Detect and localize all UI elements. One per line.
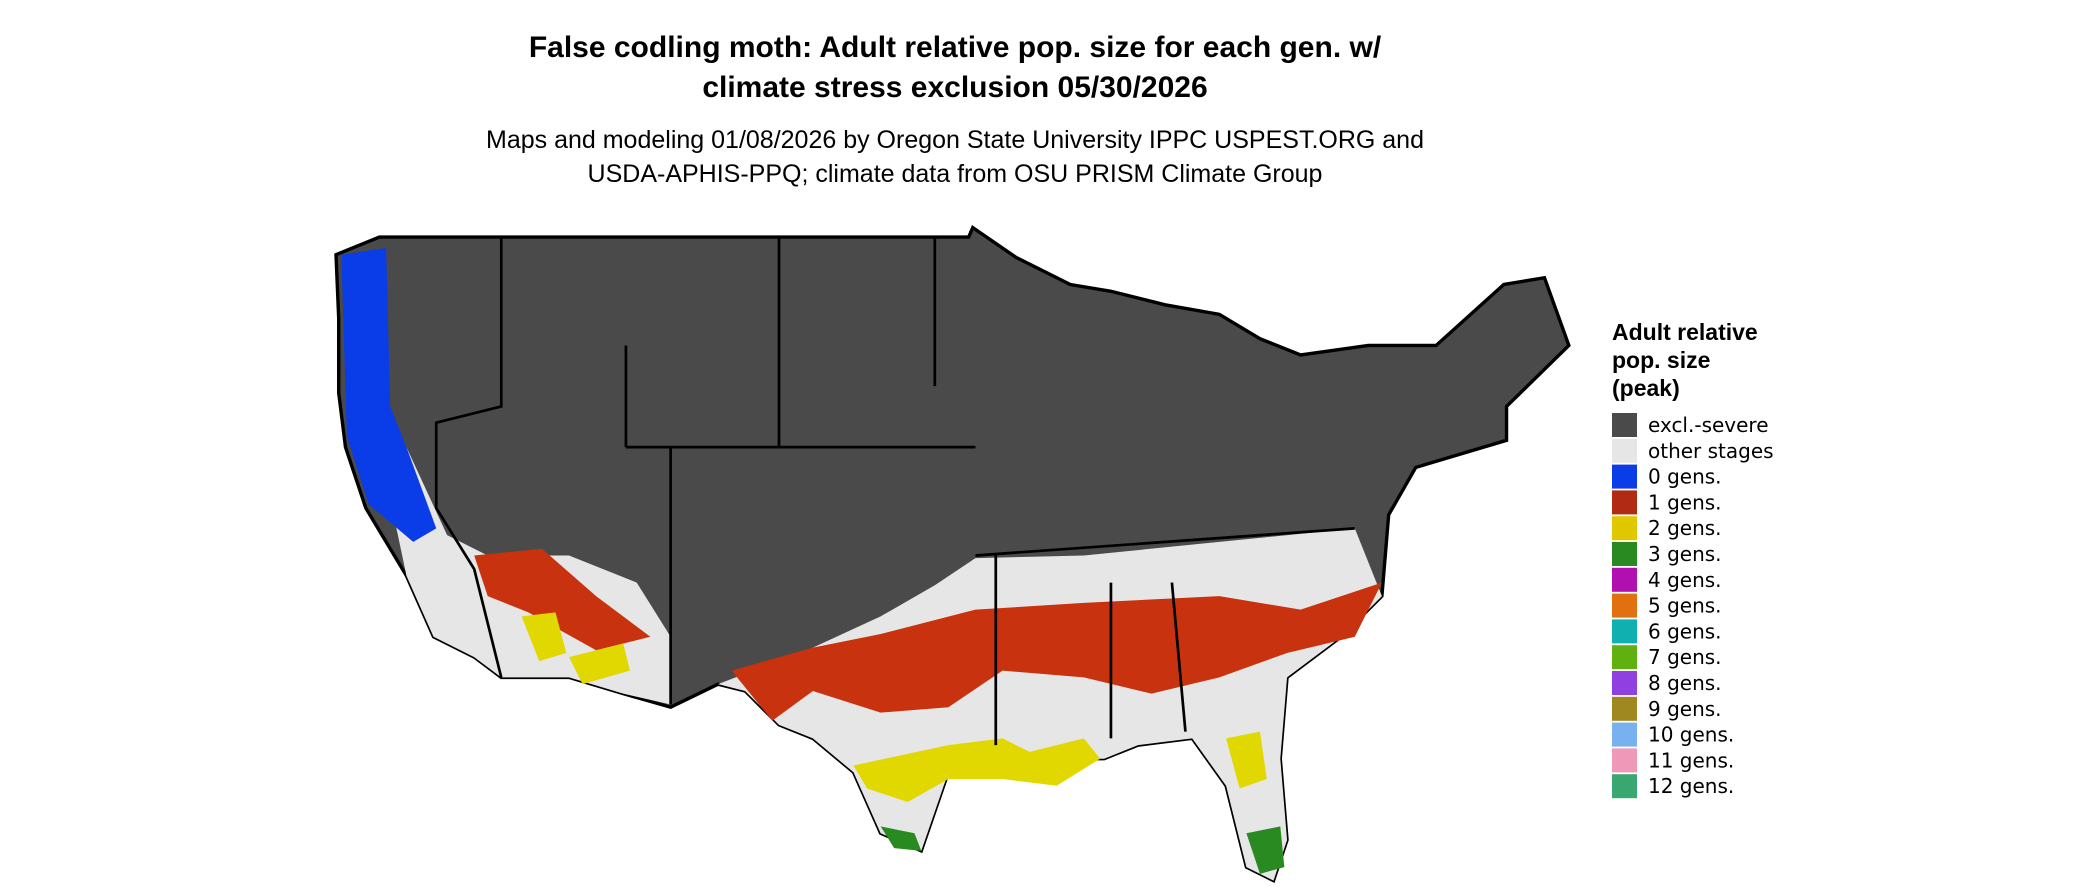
legend-title: (peak) bbox=[1612, 375, 1680, 401]
legend-label: 1 gens. bbox=[1648, 490, 1722, 514]
state-boundary bbox=[975, 527, 1355, 557]
legend-swatch bbox=[1612, 567, 1637, 592]
legend-swatch bbox=[1612, 542, 1637, 566]
legend-label: other stages bbox=[1648, 439, 1774, 463]
zone-1-gens-sw bbox=[474, 548, 651, 651]
legend-label: 6 gens. bbox=[1648, 619, 1722, 643]
state-boundary bbox=[1170, 582, 1187, 732]
legend-swatch bbox=[1612, 774, 1637, 799]
legend-label: 4 gens. bbox=[1648, 568, 1722, 592]
zone-0-gens bbox=[341, 247, 437, 542]
zone-2-gens-gulf bbox=[853, 738, 1101, 803]
subtitle: Maps and modeling 01/08/2026 by Oregon S… bbox=[486, 126, 1424, 154]
legend-swatch bbox=[1612, 438, 1637, 463]
zone-3-gens-fl bbox=[1246, 826, 1285, 874]
legend-title: pop. size bbox=[1612, 347, 1710, 373]
legend-label: excl.-severe bbox=[1648, 413, 1769, 437]
legend-label: 9 gens. bbox=[1648, 697, 1722, 721]
legend-label: 11 gens. bbox=[1648, 748, 1734, 772]
legend-swatch bbox=[1612, 413, 1637, 437]
zone-3-gens-tx bbox=[880, 826, 922, 851]
legend-label: 7 gens. bbox=[1648, 645, 1722, 669]
legend-swatch bbox=[1612, 490, 1637, 515]
legend-label: 2 gens. bbox=[1648, 516, 1722, 540]
legend-label: 8 gens. bbox=[1648, 671, 1722, 695]
legend-label: 0 gens. bbox=[1648, 465, 1722, 489]
legend-title: Adult relative bbox=[1612, 319, 1758, 345]
zone-2-gens-sw bbox=[521, 612, 567, 662]
legend-swatch bbox=[1612, 516, 1637, 541]
map bbox=[334, 225, 1571, 884]
legend-swatch bbox=[1612, 722, 1637, 747]
legend-swatch bbox=[1612, 671, 1637, 695]
state-boundaries bbox=[434, 237, 503, 678]
legend-swatch bbox=[1612, 696, 1637, 721]
zone-2-gens-az bbox=[569, 643, 630, 685]
zone-1-gens bbox=[731, 582, 1382, 721]
zone-2-gens-fl bbox=[1226, 731, 1267, 789]
legend-swatch bbox=[1612, 464, 1637, 489]
legend-swatch bbox=[1612, 748, 1637, 773]
subtitle: USDA-APHIS-PPQ; climate data from OSU PR… bbox=[588, 160, 1323, 188]
legend-swatch bbox=[1612, 619, 1637, 644]
title: False codling moth: Adult relative pop. … bbox=[529, 31, 1382, 64]
legend-label: 10 gens. bbox=[1648, 723, 1734, 747]
legend-swatch bbox=[1612, 645, 1637, 670]
legend-swatch bbox=[1612, 593, 1637, 618]
legend-label: 3 gens. bbox=[1648, 542, 1722, 566]
legend-label: 12 gens. bbox=[1648, 774, 1734, 798]
title: climate stress exclusion 05/30/2026 bbox=[702, 71, 1207, 104]
legend-label: 5 gens. bbox=[1648, 594, 1722, 618]
